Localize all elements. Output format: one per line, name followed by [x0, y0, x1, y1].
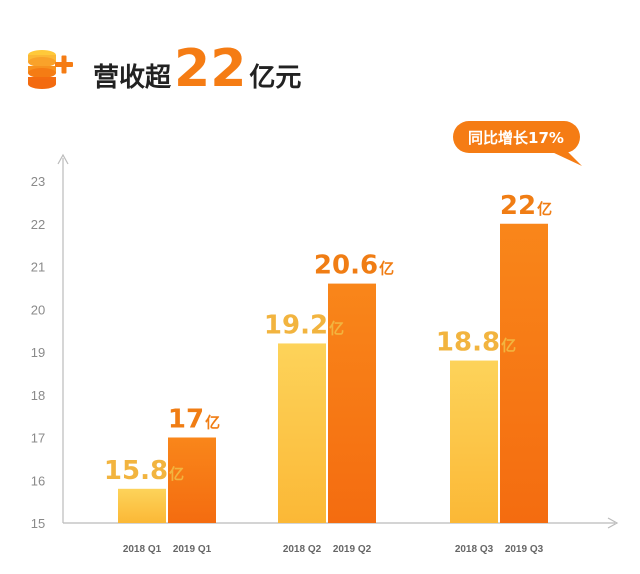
value-label: 15.8亿 — [104, 456, 184, 486]
value-label-unit: 亿 — [379, 260, 394, 278]
value-label-number: 17 — [168, 405, 204, 435]
bar-2018-q2 — [278, 343, 326, 523]
category-labels: 2018 Q1 2019 Q1 2018 Q2 2019 Q2 2018 Q3 2019 … — [123, 544, 544, 555]
y-tick-label: 20 — [31, 302, 45, 317]
y-tick-label: 23 — [31, 174, 45, 189]
bar-2019-q1 — [168, 437, 216, 523]
bar-2018-q1 — [118, 488, 166, 523]
value-label-unit: 亿 — [537, 200, 552, 218]
y-ticks: 15 16 17 18 19 20 21 22 23 — [31, 174, 45, 531]
bars — [118, 223, 548, 523]
category-label: 2019 Q2 — [333, 544, 372, 555]
y-tick-label: 22 — [31, 217, 45, 232]
bar-2019-q3 — [500, 223, 548, 523]
title-suffix: 亿元 — [249, 63, 301, 93]
value-label-unit: 亿 — [169, 465, 184, 483]
value-label: 19.2亿 — [264, 310, 344, 340]
value-label-number: 19.2 — [264, 310, 328, 340]
growth-callout-text: 同比增长17% — [468, 129, 564, 147]
y-tick-label: 16 — [31, 473, 45, 488]
value-label-number: 20.6 — [314, 251, 378, 281]
y-axis — [57, 153, 69, 523]
coin-stack-plus-icon — [28, 50, 73, 89]
value-label: 20.6亿 — [314, 251, 394, 281]
bar-2019-q2 — [328, 283, 376, 523]
value-label-number: 18.8 — [436, 328, 500, 358]
y-tick-label: 15 — [31, 516, 45, 531]
title-number: 22 — [174, 39, 246, 99]
page-title: 营收超22 亿元 — [93, 39, 301, 99]
y-tick-label: 18 — [31, 388, 45, 403]
value-label: 18.8亿 — [436, 328, 516, 358]
value-label-number: 22 — [500, 191, 536, 221]
value-label-unit: 亿 — [501, 337, 516, 355]
growth-callout: 同比增长17% — [453, 121, 582, 166]
y-tick-label: 21 — [31, 260, 45, 275]
value-label-unit: 亿 — [329, 319, 344, 337]
category-label: 2019 Q1 — [173, 544, 212, 555]
title-prefix: 营收超 — [93, 63, 172, 93]
value-label: 17亿 — [168, 405, 220, 435]
category-label: 2018 Q1 — [123, 544, 162, 555]
value-label-unit: 亿 — [205, 414, 220, 432]
value-label-number: 15.8 — [104, 456, 168, 486]
value-label: 22亿 — [500, 191, 552, 221]
category-label: 2018 Q3 — [455, 544, 494, 555]
bar-2018-q3 — [450, 360, 498, 523]
category-label: 2019 Q3 — [505, 544, 544, 555]
y-tick-label: 19 — [31, 345, 45, 360]
category-label: 2018 Q2 — [283, 544, 322, 555]
y-tick-label: 17 — [31, 431, 45, 446]
